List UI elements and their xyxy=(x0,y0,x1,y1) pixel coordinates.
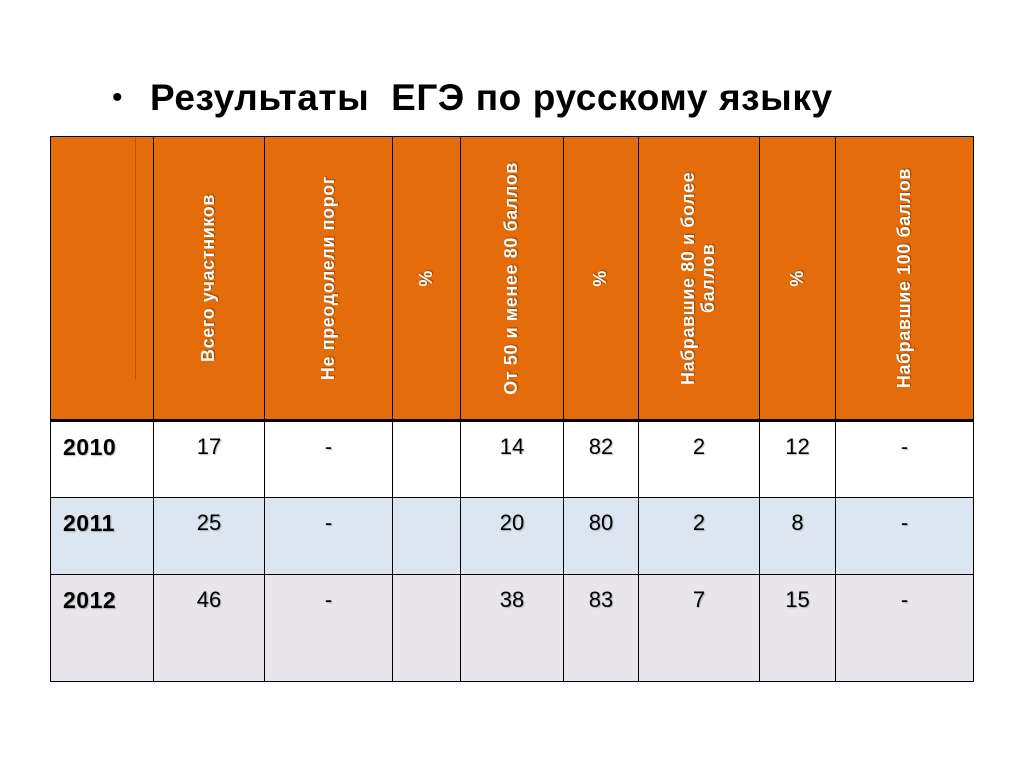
table-row: 2012 46 - 38 83 7 15 - xyxy=(50,574,974,682)
table-cell xyxy=(392,574,461,682)
header-total-participants: Всего участников xyxy=(153,136,265,422)
header-percent-failed: % xyxy=(392,136,461,422)
header-80-and-above: Набравшие 80 и более баллов xyxy=(638,136,760,422)
table-cell: 20 xyxy=(460,497,564,575)
results-table: Всего участников Не преодолели порог % О… xyxy=(50,136,974,682)
header-label: Всего участников xyxy=(198,194,219,362)
header-label: От 50 и менее 80 баллов xyxy=(501,161,522,395)
table-cell: 2 xyxy=(638,497,760,575)
slide-title: Результаты ЕГЭ по русскому языку xyxy=(150,77,833,118)
table-cell: - xyxy=(264,420,393,498)
table-cell: 46 xyxy=(153,574,265,682)
header-corner xyxy=(50,136,154,422)
header-label: % xyxy=(786,269,807,287)
header-label: Не преодолели порог xyxy=(317,175,338,381)
header-row: Всего участников Не преодолели порог % О… xyxy=(50,136,974,422)
corner-divider xyxy=(135,137,136,379)
header-percent-50-to-80: % xyxy=(563,136,639,422)
table-cell: 14 xyxy=(460,420,564,498)
year-cell: 2012 xyxy=(50,574,154,682)
table-cell xyxy=(392,497,461,575)
table-cell: 15 xyxy=(759,574,836,682)
bullet-icon: • xyxy=(112,81,123,114)
header-label: Набравшие 80 и более баллов xyxy=(678,171,718,385)
table-cell: 2 xyxy=(638,420,760,498)
table-cell: - xyxy=(835,497,974,575)
table-cell: - xyxy=(835,574,974,682)
header-label: % xyxy=(590,269,611,287)
table-cell: 8 xyxy=(759,497,836,575)
table-cell: 80 xyxy=(563,497,639,575)
year-cell: 2011 xyxy=(50,497,154,575)
table-cell xyxy=(392,420,461,498)
header-failed-threshold: Не преодолели порог xyxy=(264,136,393,422)
header-percent-80-and-above: % xyxy=(759,136,836,422)
table-cell: - xyxy=(264,497,393,575)
header-label: Набравшие 100 баллов xyxy=(893,167,914,389)
year-cell: 2010 xyxy=(50,420,154,498)
table-cell: - xyxy=(264,574,393,682)
table-cell: 38 xyxy=(460,574,564,682)
table-row: 2010 17 - 14 82 2 12 - xyxy=(50,420,974,498)
table-cell: 83 xyxy=(563,574,639,682)
header-50-to-80: От 50 и менее 80 баллов xyxy=(460,136,564,422)
table-row: 2011 25 - 20 80 2 8 - xyxy=(50,497,974,575)
header-label: % xyxy=(415,269,436,287)
table-cell: 82 xyxy=(563,420,639,498)
title-row: • Результаты ЕГЭ по русскому языку xyxy=(112,70,833,126)
table-cell: 17 xyxy=(153,420,265,498)
table-cell: 7 xyxy=(638,574,760,682)
table-cell: 12 xyxy=(759,420,836,498)
table-cell: 25 xyxy=(153,497,265,575)
table-cell: - xyxy=(835,420,974,498)
header-100-points: Набравшие 100 баллов xyxy=(835,136,974,422)
